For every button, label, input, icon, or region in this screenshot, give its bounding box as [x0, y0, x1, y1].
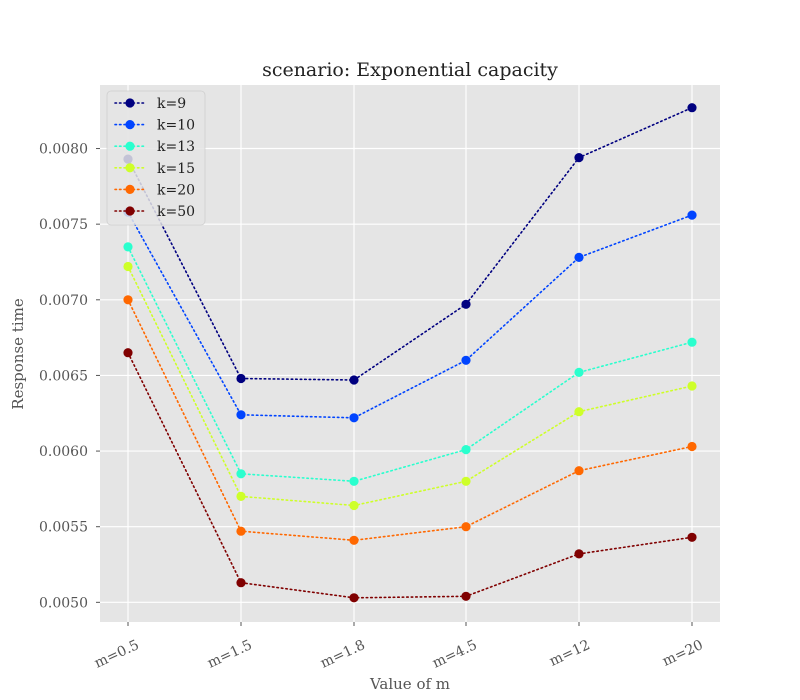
y-tick-label: 0.0055 [39, 520, 88, 536]
data-point [236, 410, 246, 420]
data-point [123, 242, 133, 252]
data-point [123, 295, 133, 305]
series-k=50 [123, 348, 697, 603]
y-tick-label: 0.0075 [39, 217, 88, 233]
data-point [574, 466, 584, 476]
legend-marker [125, 206, 135, 216]
legend-marker [125, 141, 135, 151]
y-tick-label: 0.0050 [39, 595, 88, 611]
x-axis-label: Value of m [369, 675, 450, 693]
data-point [574, 252, 584, 262]
legend-marker [125, 184, 135, 194]
legend-label: k=15 [157, 161, 195, 177]
data-point [123, 261, 133, 272]
data-point [461, 476, 471, 486]
x-tick-label: m=20 [660, 637, 706, 670]
y-tick-label: 0.0070 [39, 293, 88, 309]
data-point [574, 367, 584, 377]
x-tick-label: m=1.8 [318, 637, 368, 671]
data-point [349, 593, 359, 603]
legend-item: k=20 [114, 182, 195, 198]
legend-label: k=50 [157, 204, 195, 220]
legend-label: k=20 [157, 182, 195, 198]
legend-label: k=10 [157, 118, 195, 134]
data-point [236, 491, 246, 501]
data-point [461, 591, 471, 601]
data-point [236, 469, 246, 479]
data-point [123, 348, 133, 358]
series-line [127, 265, 693, 507]
data-point [349, 476, 359, 486]
legend-item: k=9 [114, 96, 186, 112]
x-tick-label: m=4.5 [430, 637, 480, 671]
y-axis-label: Response time [9, 298, 27, 410]
legend-item: k=10 [114, 118, 195, 134]
y-tick-label: 0.0060 [39, 444, 88, 460]
legend-marker [125, 163, 135, 173]
series-group [123, 103, 697, 603]
x-axis: m=0.5 m=1.5 m=1.8 m=4.5 m=12 m=20 [92, 622, 706, 672]
series-k=20 [123, 295, 697, 545]
data-point [461, 522, 471, 532]
legend-item: k=15 [114, 161, 195, 177]
data-point [687, 532, 697, 542]
series-k=10 [123, 207, 697, 423]
data-point [461, 299, 471, 309]
legend-label: k=13 [157, 139, 195, 155]
legend-label: k=9 [157, 96, 186, 112]
legend-marker [125, 120, 135, 130]
series-line [127, 298, 693, 542]
x-tick-label: m=12 [547, 637, 593, 670]
y-axis: 0.0050 0.0055 0.0060 0.0065 0.0070 0.0075 0.00… [39, 142, 100, 611]
data-point [574, 407, 584, 417]
data-point [687, 103, 697, 113]
data-point [349, 375, 359, 385]
data-point [574, 153, 584, 163]
data-point [236, 578, 246, 588]
series-line [127, 106, 693, 381]
chart-title: scenario: Exponential capacity [262, 59, 558, 81]
y-tick-label: 0.0065 [39, 368, 88, 384]
data-point [236, 526, 246, 536]
data-point [687, 381, 697, 391]
legend-marker [125, 98, 135, 108]
series-k=13 [123, 242, 697, 486]
data-point [687, 210, 697, 220]
legend: k=9 k=10 k=13 k=15 k=20 k=50 [106, 90, 206, 226]
data-point [461, 445, 471, 455]
series-line [127, 351, 693, 599]
data-point [574, 549, 584, 559]
y-tick-label: 0.0080 [39, 142, 88, 158]
x-tick-label: m=0.5 [92, 637, 142, 671]
data-point [687, 441, 697, 452]
x-tick-label: m=1.5 [205, 637, 255, 671]
series-k=15 [123, 261, 697, 511]
data-point [461, 355, 471, 365]
data-point [236, 373, 246, 384]
data-point [349, 500, 359, 511]
legend-item: k=13 [114, 139, 195, 155]
series-line [127, 211, 693, 419]
legend-item: k=50 [114, 204, 195, 220]
data-point [349, 535, 359, 545]
data-point [349, 413, 359, 423]
series-line [127, 246, 693, 483]
data-point [687, 337, 697, 347]
